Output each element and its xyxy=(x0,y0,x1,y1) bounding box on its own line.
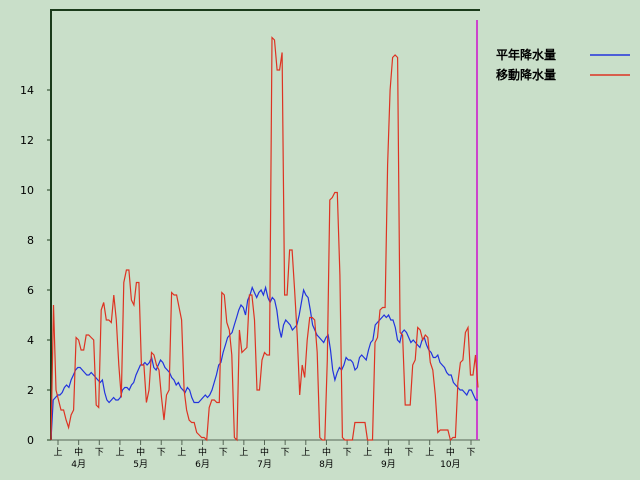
series-line-normal xyxy=(50,285,478,441)
series-line-moving xyxy=(50,36,479,442)
x-subtick-label: 上 xyxy=(425,447,434,458)
x-subtick-label: 上 xyxy=(115,447,124,458)
x-subtick-label: 中 xyxy=(74,446,83,458)
x-month-label: 10月 xyxy=(440,459,460,470)
x-month-label: 7月 xyxy=(257,459,272,470)
x-month-label: 4月 xyxy=(71,459,86,470)
x-subtick-label: 上 xyxy=(363,447,372,458)
x-subtick-label: 下 xyxy=(405,448,414,458)
x-subtick-label: 中 xyxy=(446,446,455,458)
y-tick-label: 12 xyxy=(20,134,34,147)
x-subtick-label: 上 xyxy=(177,447,186,458)
y-tick-label: 4 xyxy=(27,334,34,347)
x-subtick-label: 上 xyxy=(301,447,310,458)
x-subtick-label: 下 xyxy=(343,448,352,458)
x-subtick-label: 下 xyxy=(157,448,166,458)
legend-label-moving: 移動降水量 xyxy=(496,67,556,82)
legend: 平年降水量 移動降水量 xyxy=(496,47,630,82)
x-subtick-label: 中 xyxy=(260,446,269,458)
x-subtick-label: 中 xyxy=(136,446,145,458)
x-subtick-label: 中 xyxy=(384,446,393,458)
y-tick-label: 2 xyxy=(27,384,34,397)
y-tick-label: 14 xyxy=(20,84,34,97)
x-month-label: 6月 xyxy=(195,459,210,470)
x-subtick-label: 下 xyxy=(219,448,228,458)
y-tick-label: 6 xyxy=(27,284,34,297)
x-subtick-label: 下 xyxy=(95,448,104,458)
x-subtick-label: 上 xyxy=(53,447,62,458)
x-subtick-label: 上 xyxy=(239,447,248,458)
x-month-label: 5月 xyxy=(133,459,148,470)
y-axis-ticks: 0 2 4 6 8 10 12 14 xyxy=(20,84,51,447)
x-month-label: 8月 xyxy=(319,459,334,470)
x-subtick-label: 中 xyxy=(322,446,331,458)
y-tick-label: 0 xyxy=(27,434,34,447)
legend-label-normal: 平年降水量 xyxy=(496,47,556,62)
x-subtick-label: 下 xyxy=(466,448,475,458)
x-month-label: 9月 xyxy=(381,459,396,470)
y-tick-label: 10 xyxy=(20,184,34,197)
x-subtick-label: 下 xyxy=(281,448,290,458)
x-axis-ticks: 上中下4月上中下5月上中下6月上中下7月上中下8月上中下9月上中下10月 xyxy=(53,440,476,470)
x-subtick-label: 中 xyxy=(198,446,207,458)
y-tick-label: 8 xyxy=(27,234,34,247)
series-lines xyxy=(50,36,479,442)
